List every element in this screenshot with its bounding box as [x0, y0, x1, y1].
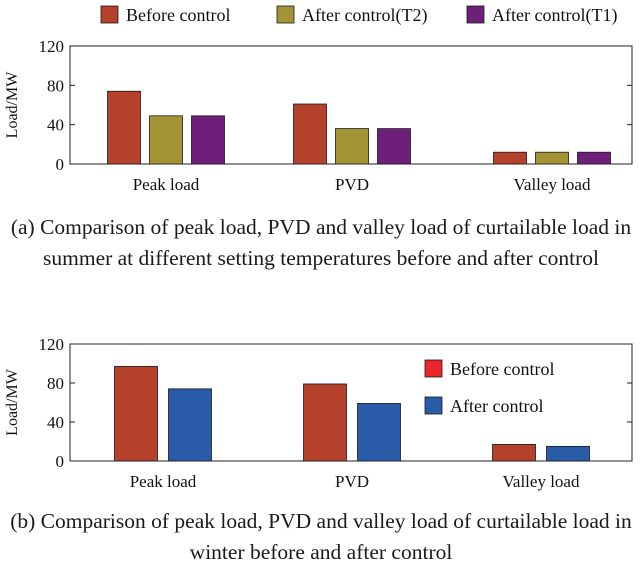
- bar: [377, 128, 411, 165]
- chart-a-summer: Before control After control(T2) After con…: [4, 5, 633, 194]
- bar: [493, 151, 527, 165]
- x-tick-label: PVD: [335, 175, 369, 194]
- legend-swatch: [424, 359, 443, 378]
- chart-a-caption: (a) Comparison of peak load, PVD and val…: [10, 215, 632, 270]
- bar: [191, 115, 225, 165]
- legend-label: Before control: [126, 5, 230, 25]
- bar: [107, 90, 141, 165]
- chart-a-legend: Before control After control(T2) After con…: [100, 5, 617, 26]
- bar: [168, 388, 212, 462]
- bar: [577, 151, 611, 165]
- y-tick-label: 0: [56, 452, 65, 471]
- bar: [335, 128, 369, 165]
- x-tick-label: Valley load: [514, 175, 591, 194]
- legend-label: After control(T2): [302, 5, 427, 26]
- y-tick-label: 80: [47, 374, 64, 393]
- plot-frame: [69, 343, 633, 462]
- legend-label: Before control: [450, 359, 554, 379]
- x-tick-label: Valley load: [503, 472, 580, 491]
- legend-swatch: [100, 5, 119, 24]
- bar: [357, 403, 401, 462]
- bar: [303, 383, 347, 462]
- y-tick-label: 40: [47, 413, 64, 432]
- bar: [492, 444, 536, 462]
- bar: [114, 366, 158, 462]
- bar: [149, 115, 183, 165]
- x-tick-label: Peak load: [130, 472, 197, 491]
- bar: [293, 103, 327, 165]
- chart-a-plot-area: 0 40 80 120 Load/MW Peak load PVD Valley load: [4, 37, 633, 194]
- y-tick-label: 120: [39, 335, 65, 354]
- bar: [535, 151, 569, 165]
- legend-swatch: [466, 5, 485, 24]
- y-axis-label: Load/MW: [4, 368, 21, 436]
- chart-b-caption: (b) Comparison of peak load, PVD and val…: [10, 509, 632, 564]
- y-tick-label: 0: [56, 155, 65, 174]
- y-tick-label: 40: [47, 116, 64, 135]
- x-tick-label: Peak load: [133, 175, 200, 194]
- legend-swatch: [276, 5, 295, 24]
- y-axis-label: Load/MW: [4, 71, 21, 139]
- chart-b-winter: 0 40 80 120 Load/MW Peak load PVD Valley load B…: [4, 335, 633, 491]
- y-tick-label: 80: [47, 76, 64, 95]
- y-tick-label: 120: [39, 37, 65, 56]
- bar: [546, 445, 590, 462]
- legend-label: After control(T1): [492, 5, 617, 26]
- x-tick-label: PVD: [335, 472, 369, 491]
- legend-label: After control: [450, 396, 543, 416]
- legend-swatch: [424, 396, 443, 415]
- chart-b-plot-area: 0 40 80 120 Load/MW Peak load PVD Valley load: [4, 335, 633, 491]
- chart-b-legend: Before control After control: [424, 359, 554, 416]
